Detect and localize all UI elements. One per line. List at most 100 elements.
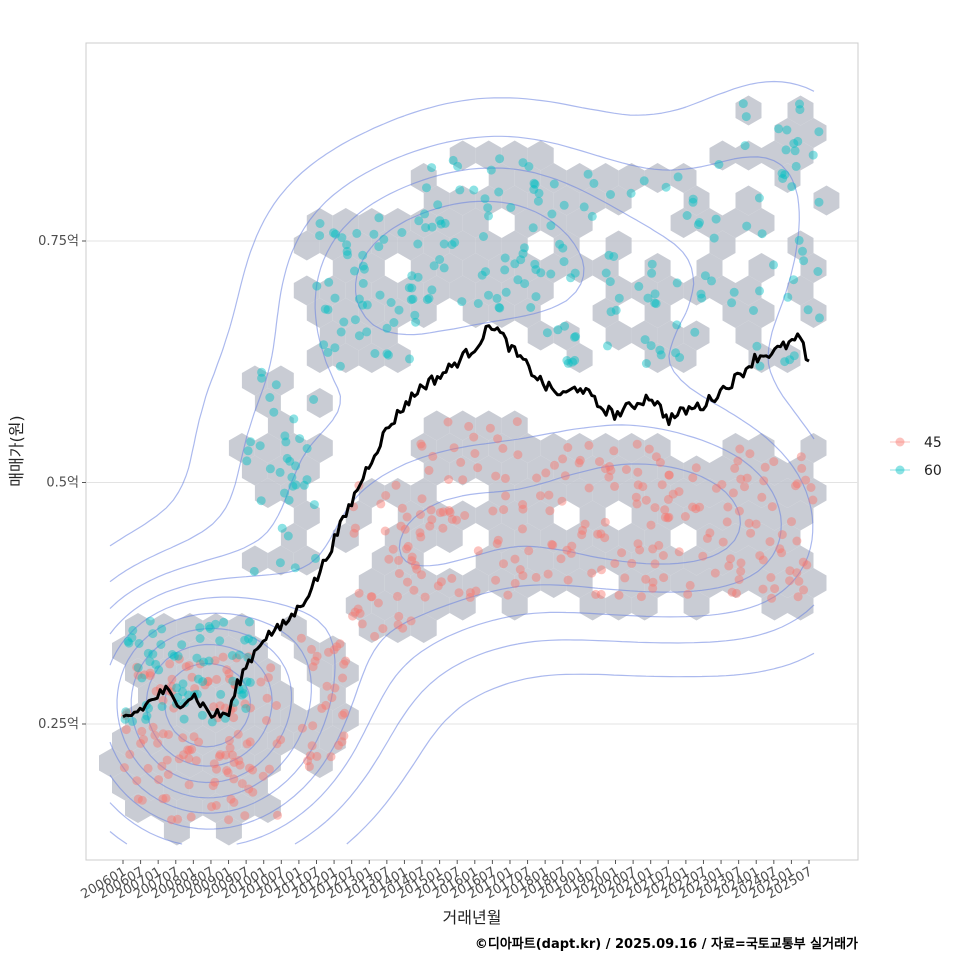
data-point-60 (547, 209, 557, 219)
data-point-60 (656, 350, 666, 360)
data-point-45 (654, 540, 664, 550)
hexbin-cell (462, 433, 489, 463)
density-contour-line (130, 627, 293, 784)
data-point-45 (403, 541, 413, 551)
data-point-60 (128, 625, 138, 635)
data-point-45 (621, 465, 631, 474)
data-point-45 (597, 565, 606, 575)
data-point-45 (153, 738, 163, 748)
data-point-60 (204, 621, 214, 631)
data-point-45 (179, 750, 188, 760)
data-point-45 (655, 458, 665, 467)
hexbin-cell (501, 590, 528, 621)
data-point-45 (769, 457, 779, 467)
hexbin-cell (151, 748, 177, 778)
data-point-60 (781, 145, 791, 155)
hexbin-cell (332, 253, 359, 283)
hexbin-cell (553, 230, 580, 261)
data-point-60 (287, 472, 297, 482)
data-point-60 (156, 640, 166, 649)
data-point-45 (393, 591, 402, 601)
hexbin-cell (151, 793, 177, 823)
data-point-60 (424, 293, 434, 303)
data-point-60 (546, 269, 556, 279)
data-point-60 (506, 203, 516, 212)
data-point-45 (560, 471, 570, 481)
hexbin-cell (735, 545, 762, 576)
data-point-45 (187, 672, 197, 682)
data-point-45 (186, 812, 196, 822)
hexbin-cell (410, 163, 437, 193)
data-point-45 (657, 480, 667, 490)
data-point-45 (734, 575, 744, 585)
data-point-60 (740, 141, 750, 151)
data-point-45 (207, 802, 217, 812)
data-point-45 (427, 515, 437, 525)
hexbin-cell (358, 208, 385, 238)
data-point-45 (426, 505, 436, 515)
hexbin-cell (800, 433, 827, 463)
data-point-60 (626, 188, 636, 198)
hexbin-cell (800, 568, 827, 598)
hexbin-cell (345, 230, 372, 261)
hexbin-cell (735, 320, 762, 351)
hexbin-cell (540, 478, 567, 508)
data-point-45 (614, 590, 624, 600)
hexbin-cell (112, 635, 138, 666)
data-point-45 (425, 521, 435, 531)
hexbin-cell (566, 208, 593, 238)
data-point-60 (128, 716, 137, 726)
hexbin-cell (423, 500, 450, 531)
data-point-45 (610, 481, 620, 491)
data-point-45 (397, 503, 407, 513)
data-point-60 (651, 299, 661, 309)
data-point-60 (240, 635, 250, 645)
data-point-60 (352, 228, 362, 238)
data-point-45 (604, 472, 614, 482)
data-point-45 (518, 504, 528, 514)
data-point-45 (663, 494, 673, 504)
hexbin-cell (280, 478, 307, 508)
data-point-45 (733, 456, 743, 466)
hexbin-cell (787, 455, 814, 486)
hexbin-cell (332, 343, 359, 373)
data-point-45 (220, 703, 230, 713)
hexbin-cell (566, 343, 593, 373)
data-point-45 (518, 500, 528, 509)
hexbin-cell (631, 275, 658, 306)
data-point-45 (806, 483, 816, 492)
data-point-45 (726, 554, 735, 564)
data-point-60 (559, 200, 569, 210)
data-point-45 (119, 763, 129, 773)
data-point-60 (484, 211, 493, 221)
hexbin-cell (241, 545, 268, 576)
data-point-60 (570, 332, 579, 342)
data-point-45 (711, 483, 721, 493)
data-point-45 (195, 659, 205, 669)
data-point-45 (664, 470, 674, 480)
data-point-45 (167, 815, 177, 825)
data-point-45 (536, 491, 545, 501)
data-point-60 (661, 182, 671, 192)
data-point-45 (394, 555, 404, 565)
data-point-45 (312, 751, 322, 761)
data-point-60 (137, 673, 147, 683)
data-point-45 (556, 554, 566, 564)
data-point-45 (187, 744, 197, 754)
hexbin-cell (319, 275, 346, 306)
data-point-45 (724, 561, 734, 571)
data-point-45 (438, 507, 448, 517)
hexbin-cell (735, 185, 762, 216)
data-point-45 (424, 465, 434, 475)
data-point-60 (484, 290, 493, 300)
data-point-45 (648, 583, 658, 593)
hexbin-cell (735, 275, 762, 306)
data-point-45 (263, 673, 273, 683)
data-point-45 (792, 479, 802, 489)
data-point-45 (595, 457, 604, 467)
data-point-45 (132, 662, 142, 672)
data-point-45 (663, 513, 673, 523)
hexbin-cell (748, 523, 775, 553)
data-point-60 (280, 488, 289, 498)
data-point-60 (529, 178, 539, 188)
